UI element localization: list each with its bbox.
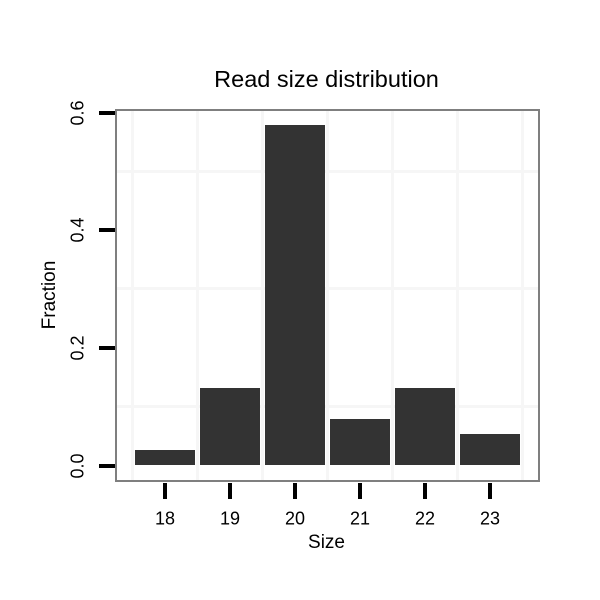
x-axis-tick bbox=[163, 483, 167, 499]
y-axis-tick bbox=[99, 345, 115, 350]
x-axis-tick bbox=[423, 483, 427, 499]
minor-gridline-vertical bbox=[130, 110, 134, 480]
plot-panel bbox=[114, 108, 540, 482]
x-tick-label: 19 bbox=[219, 508, 241, 529]
minor-gridline-vertical bbox=[325, 110, 329, 480]
x-tick-label: 20 bbox=[284, 508, 306, 529]
bar-size-21 bbox=[329, 418, 390, 465]
x-axis-title: Size bbox=[308, 532, 345, 553]
minor-gridline-vertical bbox=[520, 110, 524, 480]
x-tick-label: 23 bbox=[479, 508, 501, 529]
y-axis-tick bbox=[99, 463, 115, 468]
bar-size-23 bbox=[459, 434, 520, 465]
x-tick-label: 22 bbox=[414, 508, 436, 529]
bar-size-20 bbox=[264, 124, 325, 465]
x-tick-label: 18 bbox=[154, 508, 176, 529]
bar-size-19 bbox=[199, 387, 260, 465]
minor-gridline-vertical bbox=[455, 110, 459, 480]
bar-size-22 bbox=[394, 387, 455, 465]
y-axis-title: Fraction bbox=[39, 260, 60, 330]
bar-size-18 bbox=[134, 450, 195, 465]
x-axis-tick bbox=[488, 483, 492, 499]
x-axis-tick bbox=[228, 483, 232, 499]
x-tick-label: 21 bbox=[349, 508, 371, 529]
y-tick-label: 0.2 bbox=[67, 335, 88, 361]
minor-gridline-vertical bbox=[390, 110, 394, 480]
minor-gridline-vertical bbox=[195, 110, 199, 480]
y-tick-label: 0.0 bbox=[67, 452, 88, 479]
chart-title: Read size distribution bbox=[214, 66, 439, 92]
x-axis-tick bbox=[358, 483, 362, 499]
y-axis-tick bbox=[99, 228, 115, 233]
y-tick-label: 0.6 bbox=[67, 100, 88, 126]
x-axis-tick bbox=[293, 483, 297, 499]
y-tick-label: 0.4 bbox=[67, 217, 88, 243]
y-axis-tick bbox=[99, 110, 115, 115]
minor-gridline-vertical bbox=[260, 110, 264, 480]
